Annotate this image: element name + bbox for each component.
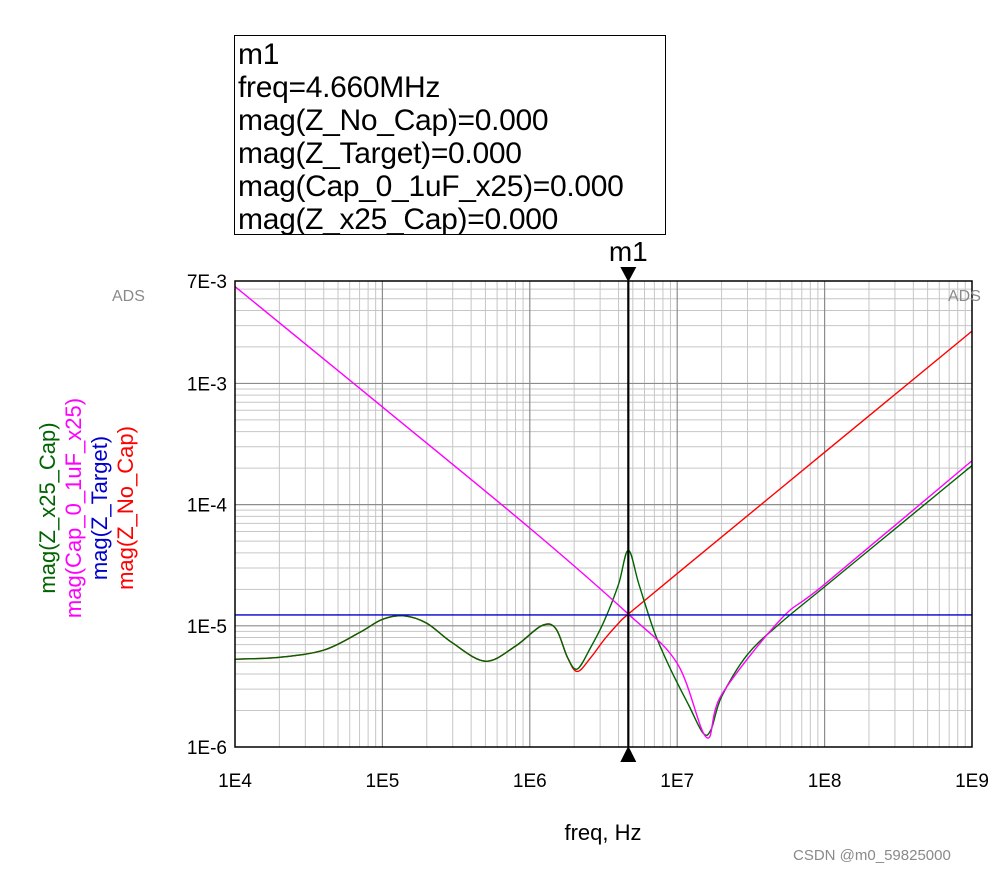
- y-legend-mag-z-no-cap: mag(Z_No_Cap): [113, 426, 138, 590]
- y-tick-label: 1E-4: [187, 496, 228, 517]
- marker-readout-box: m1 freq=4.660MHz mag(Z_No_Cap)=0.000 mag…: [234, 35, 666, 236]
- tick-labels: 1E4 1E5 1E6 1E7 1E8 1E9 1E-6 1E-5 1E-4 1E-3 7E-3: [187, 272, 989, 792]
- minor-grid: [235, 281, 972, 747]
- series-line-mag-z-no-cap: [234, 330, 973, 673]
- y-legend-mag-z-x25-cap: mag(Z_x25_Cap): [35, 422, 60, 593]
- y-axis-legend: mag(Z_x25_Cap) mag(Cap_0_1uF_x25) mag(Z_Ta…: [35, 398, 138, 618]
- x-axis-label: freq, Hz: [564, 820, 641, 845]
- y-tick-label: 1E-6: [187, 738, 227, 759]
- marker-readout-line: mag(Z_Target)=0.000: [238, 137, 522, 170]
- y-legend-mag-z-target: mag(Z_Target): [87, 436, 112, 580]
- marker-triangle-bottom[interactable]: [620, 746, 637, 762]
- y-tick-label: 7E-3: [187, 272, 227, 293]
- x-tick-label: 1E6: [513, 771, 547, 792]
- marker-readout-line: mag(Z_No_Cap)=0.000: [238, 104, 549, 137]
- marker-readout-line: freq=4.660MHz: [238, 71, 441, 104]
- y-legend-mag-cap-0-1uf-x25: mag(Cap_0_1uF_x25): [61, 398, 86, 618]
- csdn-watermark: CSDN @m0_59825000: [793, 847, 951, 864]
- x-tick-label: 1E7: [660, 771, 694, 792]
- marker-readout-line: mag(Z_x25_Cap)=0.000: [238, 203, 559, 236]
- y-tick-label: 1E-5: [187, 617, 227, 638]
- ads-tag-left: ADS: [112, 288, 145, 305]
- x-tick-label: 1E5: [365, 771, 399, 792]
- x-tick-label: 1E4: [218, 771, 252, 792]
- series-layer: [234, 286, 973, 739]
- ads-tag-right: ADS: [948, 288, 981, 305]
- x-tick-label: 1E8: [808, 771, 842, 792]
- marker-readout-line: m1: [238, 38, 280, 71]
- series-line-mag-cap-0-1uf-x25: [234, 286, 973, 739]
- plot-frame: [234, 280, 973, 748]
- major-grid: [235, 281, 972, 747]
- y-tick-label: 1E-3: [187, 374, 227, 395]
- x-tick-label: 1E9: [955, 771, 989, 792]
- marker-triangle-top[interactable]: [620, 267, 637, 282]
- marker-m1[interactable]: m1: [609, 236, 648, 762]
- series-line-mag-z-x25-cap: [234, 465, 973, 736]
- marker-readout-line: mag(Cap_0_1uF_x25)=0.000: [238, 170, 624, 203]
- marker-label: m1: [609, 236, 648, 267]
